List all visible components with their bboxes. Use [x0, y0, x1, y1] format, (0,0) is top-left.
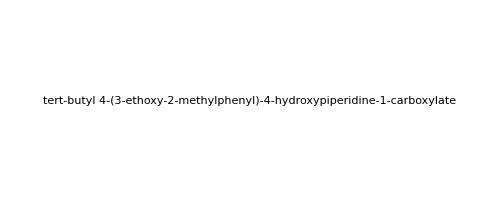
Text: tert-butyl 4-(3-ethoxy-2-methylphenyl)-4-hydroxypiperidine-1-carboxylate: tert-butyl 4-(3-ethoxy-2-methylphenyl)-4…	[44, 96, 457, 106]
